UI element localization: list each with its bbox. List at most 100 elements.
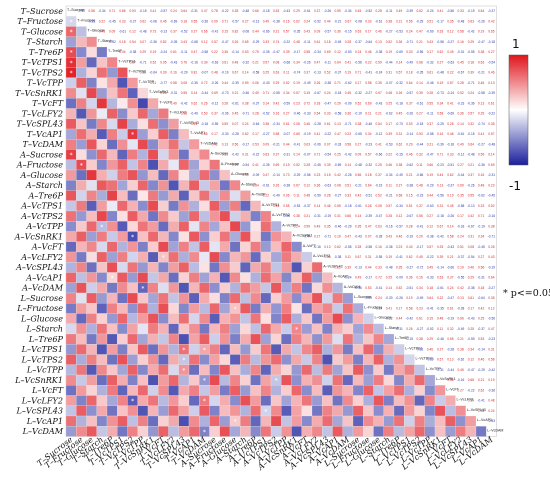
coefficient-value: -0.33 <box>457 224 464 228</box>
significance-mark: * <box>203 347 206 354</box>
coefficient-value: -0.74 <box>477 122 484 126</box>
heatmap-cell <box>65 190 77 201</box>
heatmap-cell <box>76 221 87 232</box>
heatmap-cell <box>96 231 108 242</box>
coefficient-value: -0.12 <box>416 347 423 351</box>
heatmap-cell <box>76 333 87 345</box>
heatmap-cell <box>65 169 77 181</box>
heatmap-cell <box>168 313 179 324</box>
coefficient-value: 0.24 <box>376 296 382 300</box>
coefficient-value: 0.45 <box>458 368 464 372</box>
coefficient-value: 0.11 <box>345 255 351 259</box>
heatmap-cell <box>86 57 97 68</box>
heatmap-cell <box>260 364 272 376</box>
heatmap-cell <box>86 221 97 232</box>
coefficient-value: 0.51 <box>345 183 351 187</box>
heatmap-cell <box>270 303 282 314</box>
heatmap-cell <box>281 303 292 314</box>
coefficient-value: 0.26 <box>314 81 320 85</box>
coefficient-value: 0.71 <box>335 81 341 85</box>
coefficient-value: 0.74 <box>273 40 279 44</box>
coefficient-value: 0.56 <box>417 214 423 218</box>
heatmap-cells: **************** **** ** **** <box>65 5 497 437</box>
diagonal-label: T–VcSPL43 <box>180 121 199 125</box>
coefficient-value: -0.69 <box>426 30 433 34</box>
heatmap-cell <box>96 333 108 345</box>
coefficient-value: 0.18 <box>406 71 412 75</box>
row-label: A–Sucrose <box>19 149 63 159</box>
coefficient-value: -0.62 <box>385 112 392 116</box>
coefficient-value: -0.77 <box>160 81 167 85</box>
heatmap-cell <box>383 385 395 396</box>
heatmap-cell <box>76 139 87 150</box>
coefficient-value: 0.62 <box>396 142 402 146</box>
coefficient-value: 0.18 <box>314 101 320 105</box>
heatmap-cell <box>86 210 97 222</box>
coefficient-value: 0.27 <box>488 50 494 54</box>
heatmap-cell <box>373 405 384 417</box>
heatmap-cell <box>168 303 179 314</box>
heatmap-cell <box>76 67 87 78</box>
heatmap-cell <box>65 303 77 314</box>
heatmap-cell <box>178 180 190 191</box>
coefficient-value: 0.19 <box>345 71 351 75</box>
heatmap-cell <box>127 405 138 417</box>
heatmap-cell <box>178 313 190 324</box>
heatmap-cell <box>352 344 364 355</box>
coefficient-value: 0.17 <box>468 306 474 310</box>
heatmap-cell <box>188 231 200 242</box>
coefficient-value: 0.27 <box>242 19 248 23</box>
coefficient-value: -0.46 <box>293 112 300 116</box>
coefficient-value: -0.57 <box>231 19 238 23</box>
heatmap-cell <box>117 128 128 140</box>
heatmap-cell <box>188 241 200 253</box>
coefficient-value: -0.23 <box>457 101 464 105</box>
heatmap-cell <box>373 344 384 355</box>
heatmap-cell <box>65 98 77 109</box>
coefficient-value: 0.47 <box>263 173 269 177</box>
diagonal-label: T–VcLFY2 <box>170 111 187 115</box>
heatmap-cell <box>229 323 241 335</box>
coefficient-value: -0.22 <box>324 132 331 136</box>
heatmap-cell <box>127 262 138 273</box>
heatmap-cell <box>168 344 179 355</box>
diagonal-label: L–VcFT <box>446 387 459 391</box>
heatmap-cell <box>147 272 159 283</box>
coefficient-value: 0.54 <box>314 112 320 116</box>
heatmap-cell <box>270 292 282 304</box>
coefficient-value: -0.32 <box>242 60 249 64</box>
heatmap-cell <box>342 344 354 355</box>
heatmap-cell <box>291 282 302 294</box>
coefficient-value: 0.37 <box>314 9 320 13</box>
heatmap-cell <box>158 231 169 242</box>
coefficient-value: 0.44 <box>324 19 330 23</box>
heatmap-cell <box>260 303 272 314</box>
coefficient-value: 0.27 <box>417 112 423 116</box>
coefficient-value: 0.08 <box>294 122 300 126</box>
coefficient-value: -0.45 <box>313 163 320 167</box>
coefficient-value: -0.34 <box>98 9 105 13</box>
significance-note: * p<=0.05 <box>503 288 550 299</box>
heatmap-cell <box>65 415 77 427</box>
heatmap-cell <box>219 364 231 376</box>
heatmap-cell <box>127 221 138 232</box>
heatmap-cell <box>260 282 272 294</box>
heatmap-cell <box>117 159 128 171</box>
heatmap-cell <box>168 395 179 406</box>
coefficient-value: 0.69 <box>488 163 494 167</box>
coefficient-value: -0.13 <box>354 265 361 269</box>
coefficient-value: -0.49 <box>190 112 197 116</box>
row-label: A–Glucose <box>19 170 63 180</box>
heatmap-cell <box>188 272 200 283</box>
coefficient-value: 0.19 <box>478 30 484 34</box>
coefficient-value: -0.07 <box>303 153 310 157</box>
heatmap-cell <box>260 221 272 232</box>
coefficient-value: -0.46 <box>365 122 372 126</box>
coefficient-value: -0.48 <box>436 71 443 75</box>
diagonal-labels: T–SucroseT–FructoseT–GlucoseT–StarchT–Tr… <box>67 8 503 432</box>
coefficient-value: -0.27 <box>447 40 454 44</box>
coefficient-value: 0.62 <box>335 245 341 249</box>
heatmap-cell <box>158 221 169 232</box>
heatmap-cell <box>127 282 138 294</box>
heatmap-cell <box>106 282 118 294</box>
